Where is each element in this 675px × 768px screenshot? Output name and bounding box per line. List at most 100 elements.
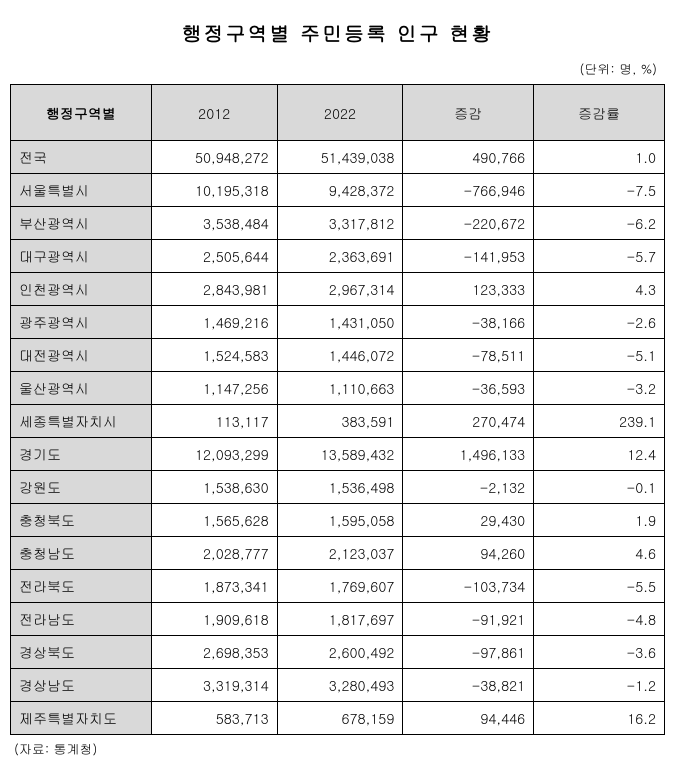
cell-year1: 1,147,256 — [151, 372, 277, 405]
table-row: 전라남도1,909,6181,817,697-91,921-4.8 — [11, 603, 665, 636]
cell-rate: -7.5 — [534, 174, 665, 207]
cell-diff: -2,132 — [403, 471, 534, 504]
cell-year1: 10,195,318 — [151, 174, 277, 207]
cell-year2: 2,600,492 — [277, 636, 403, 669]
cell-year2: 2,123,037 — [277, 537, 403, 570]
cell-rate: -5.5 — [534, 570, 665, 603]
cell-region: 광주광역시 — [11, 306, 152, 339]
cell-year2: 1,595,058 — [277, 504, 403, 537]
cell-year1: 2,028,777 — [151, 537, 277, 570]
col-header-year2: 2022 — [277, 85, 403, 141]
cell-year2: 383,591 — [277, 405, 403, 438]
cell-region: 경상북도 — [11, 636, 152, 669]
page-title: 행정구역별 주민등록 인구 현황 — [10, 10, 665, 55]
cell-rate: -3.6 — [534, 636, 665, 669]
cell-year1: 1,873,341 — [151, 570, 277, 603]
cell-region: 서울특별시 — [11, 174, 152, 207]
table-row: 충청북도1,565,6281,595,05829,4301.9 — [11, 504, 665, 537]
cell-region: 전라북도 — [11, 570, 152, 603]
cell-year1: 3,538,484 — [151, 207, 277, 240]
cell-region: 제주특별자치도 — [11, 702, 152, 735]
col-header-region: 행정구역별 — [11, 85, 152, 141]
cell-year2: 3,317,812 — [277, 207, 403, 240]
col-header-rate: 증감률 — [534, 85, 665, 141]
table-row: 충청남도2,028,7772,123,03794,2604.6 — [11, 537, 665, 570]
table-row: 서울특별시10,195,3189,428,372-766,946-7.5 — [11, 174, 665, 207]
table-row: 경상북도2,698,3532,600,492-97,861-3.6 — [11, 636, 665, 669]
cell-rate: 1.9 — [534, 504, 665, 537]
table-row: 제주특별자치도583,713678,15994,44616.2 — [11, 702, 665, 735]
cell-region: 대구광역시 — [11, 240, 152, 273]
cell-year2: 2,967,314 — [277, 273, 403, 306]
table-row: 대전광역시1,524,5831,446,072-78,511-5.1 — [11, 339, 665, 372]
col-header-year1: 2012 — [151, 85, 277, 141]
table-row: 광주광역시1,469,2161,431,050-38,166-2.6 — [11, 306, 665, 339]
cell-year2: 1,446,072 — [277, 339, 403, 372]
cell-region: 세종특별자치시 — [11, 405, 152, 438]
cell-year2: 1,536,498 — [277, 471, 403, 504]
table-row: 전라북도1,873,3411,769,607-103,734-5.5 — [11, 570, 665, 603]
cell-rate: -0.1 — [534, 471, 665, 504]
cell-rate: -6.2 — [534, 207, 665, 240]
population-table: 행정구역별 2012 2022 증감 증감률 전국50,948,27251,43… — [10, 84, 665, 735]
cell-rate: -5.7 — [534, 240, 665, 273]
cell-region: 대전광역시 — [11, 339, 152, 372]
cell-year1: 1,909,618 — [151, 603, 277, 636]
cell-diff: -103,734 — [403, 570, 534, 603]
cell-rate: 1.0 — [534, 141, 665, 174]
cell-year1: 3,319,314 — [151, 669, 277, 702]
cell-region: 부산광역시 — [11, 207, 152, 240]
cell-year2: 13,589,432 — [277, 438, 403, 471]
cell-region: 충청남도 — [11, 537, 152, 570]
cell-diff: 1,496,133 — [403, 438, 534, 471]
unit-label: (단위: 명, %) — [10, 55, 665, 84]
cell-region: 경상남도 — [11, 669, 152, 702]
cell-year1: 583,713 — [151, 702, 277, 735]
cell-year2: 2,363,691 — [277, 240, 403, 273]
table-row: 대구광역시2,505,6442,363,691-141,953-5.7 — [11, 240, 665, 273]
cell-rate: 12.4 — [534, 438, 665, 471]
cell-diff: -38,821 — [403, 669, 534, 702]
cell-diff: 94,260 — [403, 537, 534, 570]
table-row: 전국50,948,27251,439,038490,7661.0 — [11, 141, 665, 174]
cell-year1: 2,698,353 — [151, 636, 277, 669]
cell-year1: 2,505,644 — [151, 240, 277, 273]
cell-diff: 123,333 — [403, 273, 534, 306]
cell-diff: -36,593 — [403, 372, 534, 405]
table-row: 강원도1,538,6301,536,498-2,132-0.1 — [11, 471, 665, 504]
cell-diff: -141,953 — [403, 240, 534, 273]
cell-diff: -766,946 — [403, 174, 534, 207]
cell-diff: -220,672 — [403, 207, 534, 240]
cell-rate: -1.2 — [534, 669, 665, 702]
cell-rate: -2.6 — [534, 306, 665, 339]
cell-diff: 490,766 — [403, 141, 534, 174]
cell-year2: 1,110,663 — [277, 372, 403, 405]
table-row: 울산광역시1,147,2561,110,663-36,593-3.2 — [11, 372, 665, 405]
cell-rate: -4.8 — [534, 603, 665, 636]
cell-year2: 3,280,493 — [277, 669, 403, 702]
cell-year1: 1,565,628 — [151, 504, 277, 537]
cell-year1: 12,093,299 — [151, 438, 277, 471]
cell-year1: 1,524,583 — [151, 339, 277, 372]
table-body: 전국50,948,27251,439,038490,7661.0서울특별시10,… — [11, 141, 665, 735]
cell-year1: 113,117 — [151, 405, 277, 438]
cell-rate: 16.2 — [534, 702, 665, 735]
cell-diff: -97,861 — [403, 636, 534, 669]
table-header-row: 행정구역별 2012 2022 증감 증감률 — [11, 85, 665, 141]
cell-diff: -38,166 — [403, 306, 534, 339]
cell-rate: 4.3 — [534, 273, 665, 306]
table-row: 부산광역시3,538,4843,317,812-220,672-6.2 — [11, 207, 665, 240]
cell-diff: -91,921 — [403, 603, 534, 636]
cell-year1: 1,538,630 — [151, 471, 277, 504]
cell-diff: 94,446 — [403, 702, 534, 735]
cell-diff: 270,474 — [403, 405, 534, 438]
cell-diff: -78,511 — [403, 339, 534, 372]
cell-year1: 1,469,216 — [151, 306, 277, 339]
cell-year1: 50,948,272 — [151, 141, 277, 174]
table-row: 경상남도3,319,3143,280,493-38,821-1.2 — [11, 669, 665, 702]
cell-rate: 239.1 — [534, 405, 665, 438]
cell-rate: -5.1 — [534, 339, 665, 372]
cell-year2: 1,769,607 — [277, 570, 403, 603]
cell-diff: 29,430 — [403, 504, 534, 537]
cell-region: 전라남도 — [11, 603, 152, 636]
